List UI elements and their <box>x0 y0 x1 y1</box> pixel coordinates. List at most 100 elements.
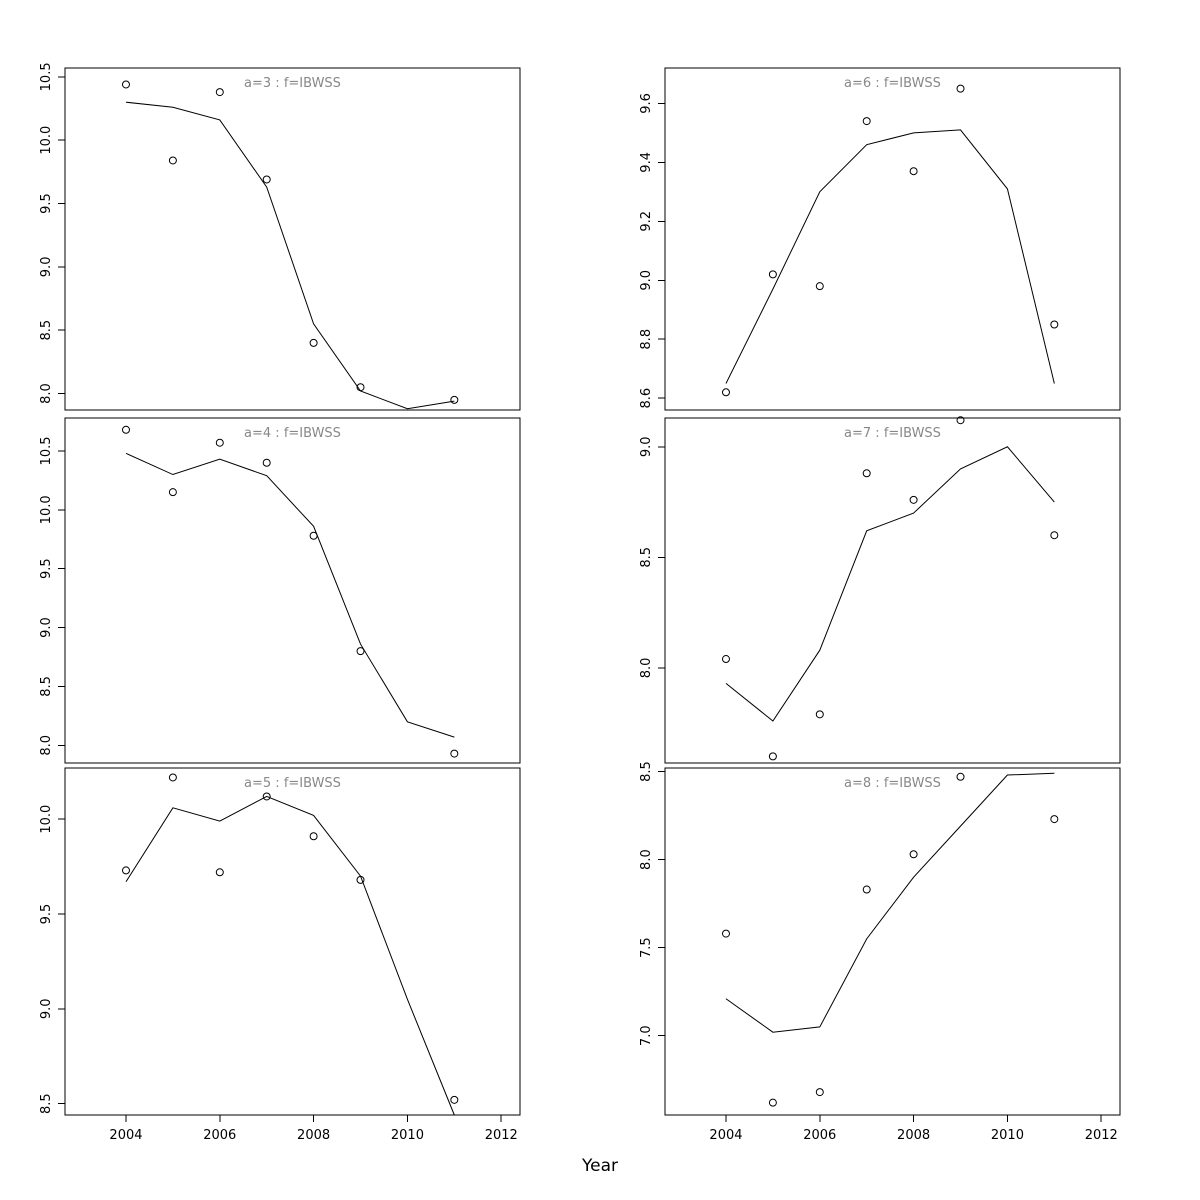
y-tick-label: 9.0 <box>39 998 54 1019</box>
observed-point <box>721 929 730 938</box>
observed-point <box>956 772 965 781</box>
observed-point <box>356 647 365 656</box>
observed-point <box>168 156 177 165</box>
x-tick-label: 2008 <box>297 1128 330 1143</box>
y-tick-label: 9.5 <box>39 193 54 214</box>
y-tick-label: 10.5 <box>39 62 54 91</box>
observed-point <box>262 458 271 467</box>
y-tick-label: 9.2 <box>639 211 654 232</box>
observed-point <box>862 117 871 126</box>
observed-point <box>721 655 730 664</box>
y-tick-label: 9.6 <box>639 93 654 114</box>
observed-point <box>862 469 871 478</box>
y-tick-label: 10.5 <box>39 436 54 465</box>
panel-a3: 8.0 8.5 9.0 9.5 10.0 10.5 a=3 : f=IBWSS <box>39 62 521 411</box>
x-tick-label: 2006 <box>803 1128 836 1143</box>
panel-a6: 8.6 8.8 9.0 9.2 9.4 9.6 a=6 : f=IBWSS <box>639 67 1121 411</box>
y-tick-label: 10.0 <box>39 126 54 155</box>
fitted-line <box>125 101 455 410</box>
x-tick-label: 2012 <box>485 1128 518 1143</box>
observed-point <box>450 1095 459 1104</box>
observed-point <box>309 832 318 841</box>
y-tick-label: 9.5 <box>39 558 54 579</box>
x-tick-label: 2004 <box>109 1128 142 1143</box>
y-tick-label: 8.0 <box>39 735 54 756</box>
panel-border <box>664 417 1121 764</box>
panel-title: a=3 : f=IBWSS <box>244 76 341 91</box>
observed-point <box>309 338 318 347</box>
observed-point <box>768 1098 777 1107</box>
observed-point <box>356 383 365 392</box>
observed-point <box>450 749 459 758</box>
observed-point <box>721 388 730 397</box>
observed-point <box>909 167 918 176</box>
observed-point <box>862 885 871 894</box>
panel-border <box>64 417 521 764</box>
observed-point <box>956 416 965 425</box>
observed-point <box>909 495 918 504</box>
observed-point <box>909 850 918 859</box>
observed-point <box>450 395 459 404</box>
y-tick-label: 7.0 <box>639 1025 654 1046</box>
y-tick-label: 8.0 <box>39 383 54 404</box>
x-tick-label: 2008 <box>897 1128 930 1143</box>
y-tick-label: 9.0 <box>639 436 654 457</box>
panel-a8: 7.0 7.5 8.0 8.5 2004 2006 2008 2010 2012 a=8 : f=… <box>639 761 1121 1143</box>
y-tick-label: 9.0 <box>639 270 654 291</box>
fitted-line <box>725 446 1055 722</box>
panel-border <box>64 767 521 1116</box>
observed-point <box>121 80 130 89</box>
fitted-line <box>125 452 455 738</box>
y-tick-label: 8.0 <box>639 658 654 679</box>
panel-title: a=7 : f=IBWSS <box>844 426 941 441</box>
y-tick-label: 8.5 <box>39 676 54 697</box>
observed-point <box>262 175 271 184</box>
panel-title: a=4 : f=IBWSS <box>244 426 341 441</box>
y-tick-label: 9.5 <box>39 904 54 925</box>
fitted-line <box>125 795 455 1116</box>
x-tick-label: 2010 <box>991 1128 1024 1143</box>
observed-point <box>215 868 224 877</box>
y-tick-label: 9.0 <box>39 257 54 278</box>
observed-point <box>168 773 177 782</box>
observed-point <box>1050 531 1059 540</box>
observed-point <box>1050 815 1059 824</box>
x-tick-label: 2006 <box>203 1128 236 1143</box>
y-tick-label: 10.0 <box>39 495 54 524</box>
observed-point <box>121 425 130 434</box>
panel-a5: 8.5 9.0 9.5 10.0 2004 2006 2008 2010 2012 a=5 : f… <box>39 767 521 1143</box>
panel-title: a=5 : f=IBWSS <box>244 776 341 791</box>
panel-border <box>64 67 521 411</box>
y-tick-label: 9.0 <box>39 617 54 638</box>
y-tick-label: 9.4 <box>639 152 654 173</box>
y-tick-label: 7.5 <box>639 937 654 958</box>
observed-point <box>262 792 271 801</box>
observed-point <box>815 710 824 719</box>
x-tick-label: 2004 <box>709 1128 742 1143</box>
observed-point <box>1050 320 1059 329</box>
y-tick-label: 8.5 <box>639 761 654 782</box>
panel-a4: 8.0 8.5 9.0 9.5 10.0 10.5 a=4 : f=IBWSS <box>39 417 521 764</box>
panel-title: a=8 : f=IBWSS <box>844 776 941 791</box>
y-tick-label: 8.0 <box>639 849 654 870</box>
fitted-line <box>725 772 1055 1033</box>
observed-point <box>815 282 824 291</box>
panel-border <box>664 767 1121 1116</box>
panel-a7: 8.0 8.5 9.0 a=7 : f=IBWSS <box>639 416 1121 764</box>
y-tick-label: 8.8 <box>639 329 654 350</box>
panel-title: a=6 : f=IBWSS <box>844 76 941 91</box>
observed-point <box>121 866 130 875</box>
y-tick-label: 8.5 <box>39 320 54 341</box>
x-tick-label: 2012 <box>1085 1128 1118 1143</box>
observed-point <box>215 88 224 97</box>
y-tick-label: 8.5 <box>39 1093 54 1114</box>
fitted-line <box>725 129 1055 384</box>
x-axis-label: Year <box>582 1156 618 1176</box>
observed-point <box>309 531 318 540</box>
observed-point <box>215 438 224 447</box>
y-tick-label: 8.6 <box>639 388 654 409</box>
x-tick-label: 2010 <box>391 1128 424 1143</box>
y-tick-label: 8.5 <box>639 547 654 568</box>
